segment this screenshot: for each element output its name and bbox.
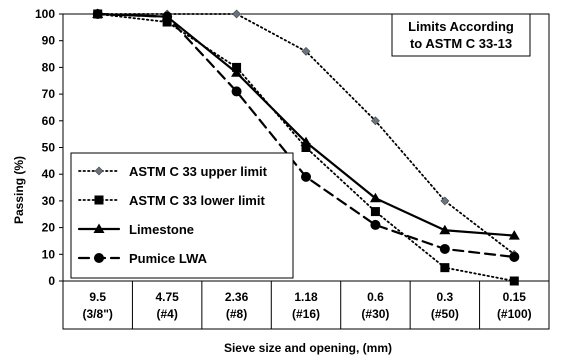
- limits-note-line2: to ASTM C 33-13: [410, 36, 512, 51]
- series-point: [371, 116, 380, 126]
- legend-marker: [94, 166, 104, 176]
- series-point: [509, 276, 519, 286]
- legend-label: Limestone: [129, 222, 194, 237]
- x-tick-label: 4.75: [155, 290, 179, 304]
- x-category-band: [62, 280, 550, 330]
- legend-label: Pumice LWA: [129, 251, 208, 266]
- x-tick-label: 9.5: [89, 290, 106, 304]
- series-point: [300, 136, 312, 147]
- series-point: [439, 243, 450, 254]
- series-point: [508, 230, 520, 240]
- y-tick-label: 70: [42, 87, 56, 101]
- x-tick-label: 2.36: [225, 290, 249, 304]
- x-tick-sublabel: (#4): [156, 307, 177, 321]
- series-point: [301, 171, 311, 182]
- legend-marker: [94, 195, 104, 205]
- x-tick-label: 1.18: [294, 290, 318, 304]
- y-tick-label: 30: [42, 194, 56, 208]
- series-point: [370, 207, 380, 217]
- x-tick-sublabel: (#100): [497, 307, 532, 321]
- series-point: [301, 46, 311, 56]
- series-point: [509, 251, 520, 262]
- x-tick-sublabel: (#30): [361, 307, 389, 321]
- limits-note-box: Limits According to ASTM C 33-13: [391, 13, 531, 57]
- series-point: [162, 17, 172, 27]
- series-point: [162, 11, 173, 22]
- legend-entry: ASTM C 33 upper limit: [78, 164, 268, 179]
- series-point: [440, 196, 450, 206]
- y-tick-label: 90: [42, 34, 56, 48]
- legend-label: ASTM C 33 upper limit: [129, 164, 268, 179]
- x-axis-label: Sieve size and opening, (mm): [224, 341, 392, 355]
- legend-marker: [94, 253, 104, 263]
- series-point: [440, 263, 450, 273]
- series-point: [231, 86, 242, 97]
- legend: ASTM C 33 upper limit ASTM C 33 lower lim…: [70, 152, 294, 279]
- x-tick-sublabel: (#16): [292, 307, 320, 321]
- series-point: [231, 67, 243, 77]
- x-tick-label: 0.3: [437, 290, 454, 304]
- series-point: [301, 143, 311, 152]
- x-tick-label: 0.6: [367, 290, 384, 304]
- y-tick-label: 0: [48, 274, 55, 288]
- y-axis-ticks: 0 10 20 30 40 50 60 70 80 90 100: [35, 7, 63, 288]
- series-point: [92, 9, 103, 19]
- y-tick-label: 80: [42, 60, 56, 74]
- x-axis-ticks: 9.5 (3/8") 4.75 (#4) 2.36 (#8) 1.18 (#16) 0.6 (#3…: [83, 290, 532, 321]
- y-tick-label: 50: [42, 141, 56, 155]
- y-tick-label: 60: [42, 114, 56, 128]
- y-axis-label: Passing (%): [12, 156, 26, 224]
- x-tick-sublabel: (#50): [431, 307, 459, 321]
- y-tick-label: 20: [42, 221, 56, 235]
- x-tick-sublabel: (#8): [226, 307, 247, 321]
- legend-entry: Pumice LWA: [77, 251, 208, 266]
- series-point: [232, 9, 241, 19]
- y-tick-label: 100: [35, 7, 55, 21]
- series-point: [370, 219, 381, 230]
- x-tick-label: 0.15: [503, 290, 527, 304]
- y-tick-label: 40: [42, 167, 56, 181]
- series-3: [92, 9, 520, 262]
- legend-marker: [93, 223, 105, 233]
- series-layer: [92, 8, 520, 286]
- y-tick-label: 10: [42, 247, 56, 261]
- series-point: [369, 192, 381, 203]
- series-point: [439, 224, 451, 235]
- legend-box: [70, 152, 294, 279]
- x-tick-sublabel: (3/8"): [83, 307, 113, 321]
- legend-entry: Limestone: [77, 222, 194, 237]
- legend-entry: ASTM C 33 lower limit: [78, 193, 265, 208]
- limits-note-line1: Limits According: [408, 19, 514, 34]
- legend-label: ASTM C 33 lower limit: [129, 193, 265, 208]
